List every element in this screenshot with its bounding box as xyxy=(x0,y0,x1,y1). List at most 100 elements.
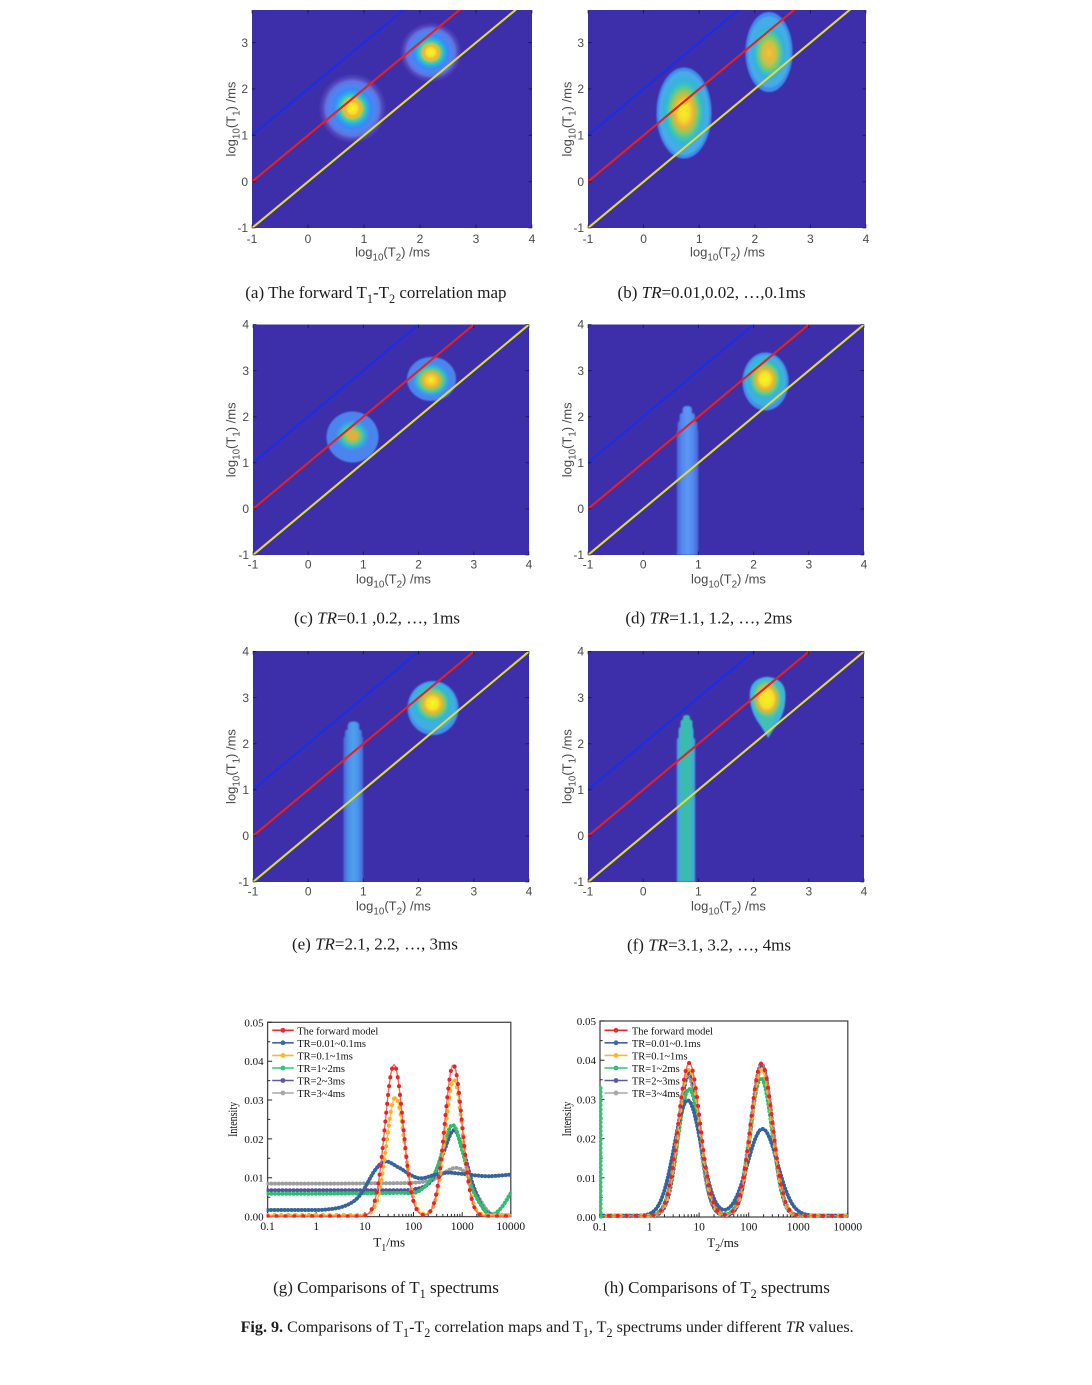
svg-text:log10(T2) /ms: log10(T2) /ms xyxy=(355,245,430,264)
svg-text:1: 1 xyxy=(313,1221,319,1233)
svg-text:log10(T2) /ms: log10(T2) /ms xyxy=(691,572,766,591)
svg-text:10: 10 xyxy=(359,1221,371,1233)
svg-text:1: 1 xyxy=(577,456,584,470)
svg-text:2: 2 xyxy=(417,232,424,246)
svg-text:1: 1 xyxy=(695,885,702,899)
svg-text:-1: -1 xyxy=(583,558,594,572)
svg-text:2: 2 xyxy=(415,558,422,572)
svg-text:10000: 10000 xyxy=(833,1222,862,1234)
svg-text:3: 3 xyxy=(242,364,249,378)
svg-text:0: 0 xyxy=(305,558,312,572)
svg-text:0: 0 xyxy=(577,829,584,843)
svg-text:4: 4 xyxy=(526,885,533,899)
svg-text:100: 100 xyxy=(405,1221,423,1233)
svg-text:0: 0 xyxy=(241,175,248,189)
svg-text:1: 1 xyxy=(360,558,367,572)
svg-text:Intensity: Intensity xyxy=(226,1101,240,1137)
svg-text:-1: -1 xyxy=(573,548,584,562)
svg-text:TR=0.1~1ms: TR=0.1~1ms xyxy=(297,1051,353,1062)
svg-text:(h) Comparisons of T2 spectrum: (h) Comparisons of T2 spectrums xyxy=(604,1278,830,1301)
svg-text:4: 4 xyxy=(861,558,868,572)
svg-text:log10(T1) /ms: log10(T1) /ms xyxy=(224,402,243,477)
svg-text:(e) TR=2.1, 2.2, …, 3ms: (e) TR=2.1, 2.2, …, 3ms xyxy=(292,935,458,954)
svg-text:2: 2 xyxy=(751,232,758,246)
svg-text:4: 4 xyxy=(529,232,536,246)
svg-text:TR=1~2ms: TR=1~2ms xyxy=(297,1064,345,1075)
svg-text:10000: 10000 xyxy=(496,1221,525,1233)
svg-text:1: 1 xyxy=(577,783,584,797)
svg-text:1: 1 xyxy=(696,232,703,246)
svg-text:log10(T1) /ms: log10(T1) /ms xyxy=(560,402,579,477)
svg-text:log10(T2) /ms: log10(T2) /ms xyxy=(356,899,431,918)
svg-text:log10(T1) /ms: log10(T1) /ms xyxy=(224,81,243,156)
svg-text:log10(T1) /ms: log10(T1) /ms xyxy=(224,729,243,804)
svg-text:-1: -1 xyxy=(248,558,259,572)
svg-text:TR=0.01~0.1ms: TR=0.01~0.1ms xyxy=(632,1039,701,1050)
svg-text:2: 2 xyxy=(415,885,422,899)
svg-text:3: 3 xyxy=(805,558,812,572)
svg-text:3: 3 xyxy=(242,691,249,705)
svg-text:TR=2~3ms: TR=2~3ms xyxy=(297,1077,345,1088)
svg-text:-1: -1 xyxy=(583,232,594,246)
svg-text:(a) The forward T1-T2 correlat: (a) The forward T1-T2 correlation map xyxy=(245,283,506,306)
svg-text:2: 2 xyxy=(750,885,757,899)
svg-text:TR=3~4ms: TR=3~4ms xyxy=(632,1089,680,1100)
svg-text:1: 1 xyxy=(360,885,367,899)
svg-text:3: 3 xyxy=(577,364,584,378)
svg-text:TR=0.01~0.1ms: TR=0.01~0.1ms xyxy=(297,1039,366,1050)
svg-text:0.1: 0.1 xyxy=(593,1222,608,1234)
svg-text:3: 3 xyxy=(577,691,584,705)
svg-text:0.02: 0.02 xyxy=(244,1134,263,1146)
svg-text:TR=3~4ms: TR=3~4ms xyxy=(297,1089,345,1100)
svg-text:1000: 1000 xyxy=(787,1222,810,1234)
svg-text:4: 4 xyxy=(526,558,533,572)
svg-text:1: 1 xyxy=(361,232,368,246)
svg-text:0.04: 0.04 xyxy=(244,1056,264,1068)
svg-text:3: 3 xyxy=(470,885,477,899)
svg-text:TR=2~3ms: TR=2~3ms xyxy=(632,1077,680,1088)
svg-text:4: 4 xyxy=(861,885,868,899)
svg-text:2: 2 xyxy=(242,737,249,751)
svg-text:0: 0 xyxy=(577,175,584,189)
svg-text:-1: -1 xyxy=(583,885,594,899)
svg-text:(d) TR=1.1, 1.2, …, 2ms: (d) TR=1.1, 1.2, …, 2ms xyxy=(625,609,792,628)
svg-text:3: 3 xyxy=(470,558,477,572)
svg-text:1000: 1000 xyxy=(451,1221,474,1233)
svg-text:2: 2 xyxy=(241,82,248,96)
svg-text:T1/ms: T1/ms xyxy=(373,1235,405,1254)
svg-text:log10(T1) /ms: log10(T1) /ms xyxy=(560,729,579,804)
svg-text:0.1: 0.1 xyxy=(260,1221,275,1233)
svg-text:0: 0 xyxy=(640,558,647,572)
svg-text:0.05: 0.05 xyxy=(244,1017,264,1029)
svg-text:3: 3 xyxy=(805,885,812,899)
svg-text:The forward model: The forward model xyxy=(632,1026,713,1037)
svg-text:log10(T1) /ms: log10(T1) /ms xyxy=(560,81,579,156)
svg-text:-1: -1 xyxy=(238,548,249,562)
svg-text:4: 4 xyxy=(242,318,249,332)
svg-text:2: 2 xyxy=(577,82,584,96)
svg-text:4: 4 xyxy=(863,232,870,246)
svg-text:0: 0 xyxy=(305,232,312,246)
svg-text:-1: -1 xyxy=(573,875,584,889)
svg-text:Intensity: Intensity xyxy=(560,1101,574,1137)
svg-text:3: 3 xyxy=(577,36,584,50)
svg-text:0: 0 xyxy=(640,232,647,246)
svg-text:The forward model: The forward model xyxy=(297,1026,378,1037)
svg-text:(b) TR=0.01,0.02, …,0.1ms: (b) TR=0.01,0.02, …,0.1ms xyxy=(618,283,806,302)
svg-text:0.03: 0.03 xyxy=(244,1095,264,1107)
svg-text:1: 1 xyxy=(577,129,584,143)
svg-text:-1: -1 xyxy=(237,221,248,235)
svg-text:4: 4 xyxy=(242,645,249,659)
svg-text:(f) TR=3.1, 3.2, …, 4ms: (f) TR=3.1, 3.2, …, 4ms xyxy=(627,936,791,955)
svg-text:0.02: 0.02 xyxy=(577,1134,596,1146)
svg-text:0.05: 0.05 xyxy=(577,1016,597,1028)
svg-text:2: 2 xyxy=(750,558,757,572)
svg-text:1: 1 xyxy=(647,1222,653,1234)
svg-text:0.04: 0.04 xyxy=(577,1055,597,1067)
svg-text:(c) TR=0.1 ,0.2, …, 1ms: (c) TR=0.1 ,0.2, …, 1ms xyxy=(294,609,460,628)
svg-text:T2/ms: T2/ms xyxy=(707,1235,739,1254)
svg-text:3: 3 xyxy=(473,232,480,246)
svg-text:-1: -1 xyxy=(247,232,258,246)
svg-text:TR=0.1~1ms: TR=0.1~1ms xyxy=(632,1051,688,1062)
svg-text:10: 10 xyxy=(693,1222,705,1234)
